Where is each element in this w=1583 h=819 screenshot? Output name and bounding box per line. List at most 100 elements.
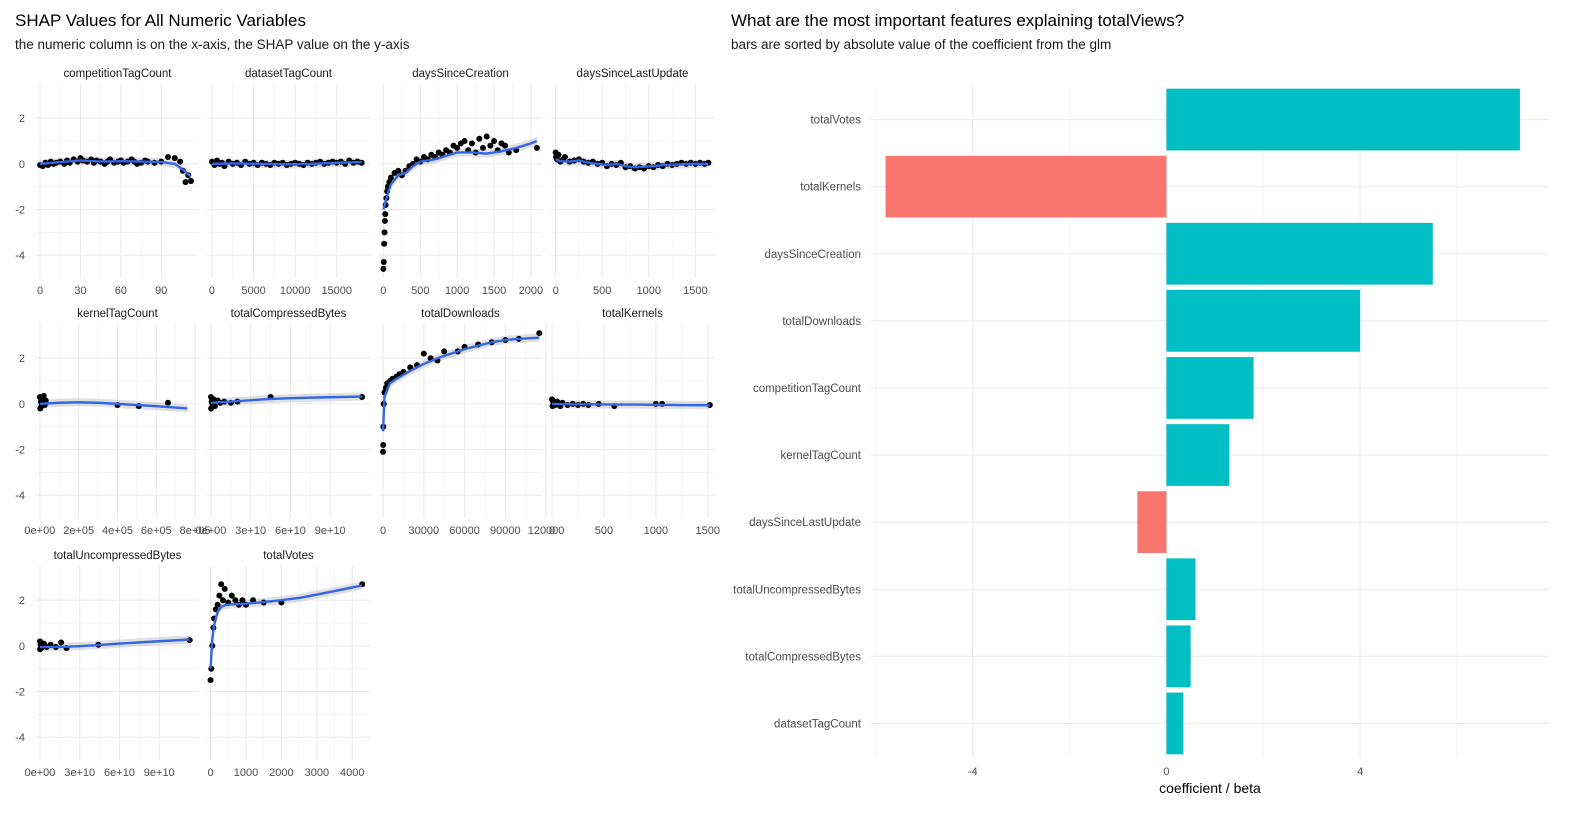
bar-totalDownloads <box>1166 289 1361 352</box>
shap-subtitle: the numeric column is on the x-axis, the… <box>15 37 410 52</box>
shap-point <box>380 259 387 266</box>
x-tick-label: 4 <box>1357 766 1363 778</box>
y-tick-label: 0 <box>19 399 25 411</box>
x-tick-label: 10000 <box>280 285 311 297</box>
x-tick-label: 1000 <box>637 285 661 297</box>
x-tick-label: 0 <box>549 525 555 537</box>
panel-strip-label: totalUncompressedBytes <box>54 550 182 562</box>
shap-point <box>483 133 490 140</box>
x-tick-label: 1000 <box>445 285 469 297</box>
x-tick-label: 0 <box>209 285 215 297</box>
y-tick-label: -4 <box>15 250 25 262</box>
shap-point <box>219 597 226 604</box>
smooth-line <box>552 402 710 407</box>
x-tick-label: 15000 <box>321 285 352 297</box>
panel-strip-label: totalDownloads <box>421 308 500 320</box>
x-tick-label: 0 <box>37 285 43 297</box>
shap-point <box>239 597 246 604</box>
smooth-confidence-band <box>210 392 363 407</box>
shap-point <box>536 330 543 337</box>
shap-point <box>214 601 221 608</box>
y-tick-label: 2 <box>19 113 25 125</box>
smooth-line <box>211 160 362 166</box>
shap-point <box>479 144 486 151</box>
x-tick-label: 3000 <box>305 767 329 779</box>
x-tick-label: 6e+10 <box>275 525 306 537</box>
smooth-line <box>381 336 540 432</box>
bar-totalKernels <box>885 155 1167 218</box>
x-tick-label: 3e+10 <box>64 767 95 779</box>
shap-point <box>487 142 494 149</box>
shap-panel-competitionTagCount: competitionTagCount -4 -2 0 2 0 30 60 90 <box>15 68 199 297</box>
x-tick-label: 60000 <box>449 525 480 537</box>
shap-point <box>441 348 448 355</box>
x-tick-label: 3e+10 <box>235 525 266 537</box>
smooth-line <box>39 401 188 410</box>
x-tick-label: 120000 <box>528 525 565 537</box>
y-tick-label: -2 <box>15 445 25 457</box>
shap-point <box>533 144 540 151</box>
x-tick-label: 500 <box>411 285 429 297</box>
panel-strip-label: daysSinceCreation <box>412 68 509 80</box>
shap-point <box>207 677 214 684</box>
shap-panel-totalUncompressedBytes: totalUncompressedBytes -4 -2 0 2 0e+00 3e+10 6e… <box>15 550 199 779</box>
panel-strip-label: daysSinceLastUpdate <box>577 68 689 80</box>
panel-strip-label: kernelTagCount <box>77 308 158 320</box>
shap-point <box>232 597 239 604</box>
panel-strip-label: totalKernels <box>602 308 663 320</box>
x-tick-label: -4 <box>968 766 978 778</box>
shap-point <box>187 178 194 184</box>
shap-panel-totalCompressedBytes: totalCompressedBytes 0e+00 3e+10 6e+10 9e+10 <box>196 308 370 537</box>
shap-point <box>381 240 388 247</box>
shap-point <box>468 140 475 147</box>
bar-daysSinceCreation <box>1166 222 1433 285</box>
shap-panel-datasetTagCount: datasetTagCount 0 5000 10000 15000 <box>207 68 370 297</box>
shap-point <box>216 592 223 599</box>
shap-panel-daysSinceCreation: daysSinceCreation 0 500 1000 1500 2000 <box>379 68 543 297</box>
y-tick-label: -2 <box>15 687 25 699</box>
bar-totalVotes <box>1166 88 1520 151</box>
x-tick-label: 2e+05 <box>63 525 94 537</box>
x-tick-label: 500 <box>595 525 613 537</box>
shap-point <box>211 403 218 410</box>
x-tick-label: 2000 <box>269 767 293 779</box>
coef-title: What are the most important features exp… <box>731 11 1185 30</box>
x-tick-label: 2000 <box>519 285 543 297</box>
shap-point <box>380 265 387 272</box>
y-tick-label: 2 <box>19 595 25 607</box>
category-label: datasetTagCount <box>774 718 862 730</box>
bar-totalCompressedBytes <box>1166 625 1191 688</box>
x-tick-label: 6e+05 <box>141 525 172 537</box>
shap-point <box>476 135 483 142</box>
x-tick-label: 0e+00 <box>24 525 55 537</box>
x-tick-label: 0 <box>207 767 213 779</box>
shap-panel-daysSinceLastUpdate: daysSinceLastUpdate 0 500 1000 1500 <box>551 68 714 297</box>
y-tick-label: -2 <box>15 205 25 217</box>
bar-datasetTagCount <box>1166 692 1184 755</box>
x-tick-label: 9e+10 <box>144 767 175 779</box>
shap-point <box>502 142 509 149</box>
shap-point <box>561 154 568 161</box>
x-tick-label: 4e+05 <box>102 525 133 537</box>
x-tick-label: 60 <box>115 285 127 297</box>
bar-totalUncompressedBytes <box>1166 558 1196 621</box>
x-tick-label: 6e+10 <box>104 767 135 779</box>
shap-title: SHAP Values for All Numeric Variables <box>15 11 307 30</box>
smooth-line <box>210 395 363 404</box>
y-tick-label: 0 <box>19 641 25 653</box>
x-tick-label: 1500 <box>683 285 707 297</box>
shap-point <box>182 179 189 186</box>
shap-point <box>165 154 172 161</box>
y-tick-label: -4 <box>15 490 25 502</box>
shap-point <box>380 448 387 455</box>
bar-competitionTagCount <box>1166 357 1254 419</box>
smooth-line <box>382 139 538 210</box>
smooth-line <box>39 159 192 178</box>
panel-strip-label: competitionTagCount <box>63 68 172 80</box>
shap-panel-kernelTagCount: kernelTagCount -4 -2 0 2 0e+00 2e+05 4e+05 6e+05… <box>15 308 210 537</box>
shap-point <box>380 441 387 448</box>
panel-strip-label: totalVotes <box>263 550 314 562</box>
shap-point <box>171 155 178 162</box>
shap-point <box>381 229 388 236</box>
